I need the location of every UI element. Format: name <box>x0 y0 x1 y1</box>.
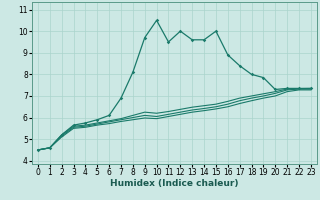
X-axis label: Humidex (Indice chaleur): Humidex (Indice chaleur) <box>110 179 239 188</box>
